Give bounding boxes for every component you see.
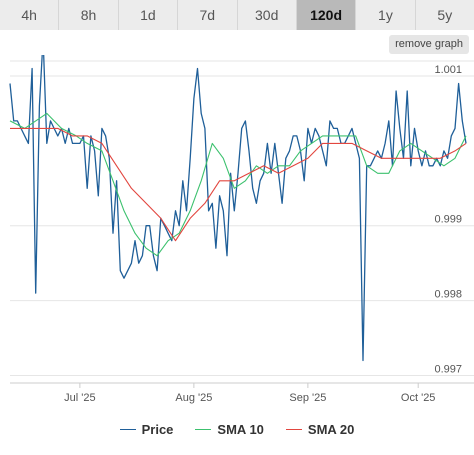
- y-tick-label: 0.997: [434, 364, 462, 376]
- legend-label-price: Price: [141, 421, 174, 437]
- time-range-tabs: 4h 8h 1d 7d 30d 120d 1y 5y: [0, 0, 474, 30]
- tab-4h[interactable]: 4h: [0, 0, 60, 30]
- tab-120d[interactable]: 120d: [296, 0, 357, 30]
- legend-item-sma20[interactable]: SMA 20: [285, 421, 355, 437]
- tab-30d[interactable]: 30d: [237, 0, 297, 30]
- tab-5y[interactable]: 5y: [415, 0, 474, 30]
- remove-graph-button[interactable]: remove graph: [389, 35, 469, 54]
- chart-legend: Price SMA 10 SMA 20: [0, 419, 474, 439]
- tab-1d[interactable]: 1d: [118, 0, 179, 30]
- sma10-line: [9, 112, 467, 257]
- x-tick-label: Jul '25: [64, 392, 95, 404]
- x-tick-label: Oct '25: [401, 392, 436, 404]
- x-tick-label: Aug '25: [175, 392, 212, 404]
- legend-swatch-sma20: [285, 428, 302, 430]
- tab-1y[interactable]: 1y: [356, 0, 416, 30]
- y-tick-label: 0.999: [434, 214, 462, 226]
- tab-8h[interactable]: 8h: [59, 0, 119, 30]
- legend-item-price[interactable]: Price: [119, 421, 174, 437]
- y-tick-label: 1.001: [434, 64, 462, 76]
- legend-item-sma10[interactable]: SMA 10: [195, 421, 264, 437]
- price-line: [9, 55, 467, 362]
- y-tick-label: 0.998: [434, 289, 462, 301]
- tab-7d[interactable]: 7d: [178, 0, 238, 30]
- legend-swatch-price: [119, 428, 136, 430]
- legend-label-sma10: SMA 10: [217, 421, 264, 437]
- legend-label-sma20: SMA 20: [307, 421, 355, 437]
- x-tick-label: Sep '25: [289, 392, 326, 404]
- legend-swatch-sma10: [195, 428, 212, 430]
- sma20-line: [10, 127, 467, 242]
- price-chart: 0.997 0.998 0.999 1.001 Jul '25 Aug '25 Sep '2…: [9, 55, 474, 404]
